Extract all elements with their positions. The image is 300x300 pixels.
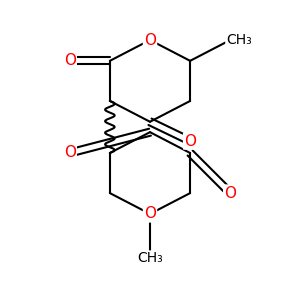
Text: CH₃: CH₃ [226, 33, 252, 47]
Text: O: O [184, 134, 196, 148]
Text: CH₃: CH₃ [137, 251, 163, 266]
Text: O: O [144, 206, 156, 221]
Text: O: O [64, 53, 76, 68]
Text: O: O [64, 146, 76, 160]
Text: O: O [144, 32, 156, 47]
Text: O: O [224, 186, 236, 201]
